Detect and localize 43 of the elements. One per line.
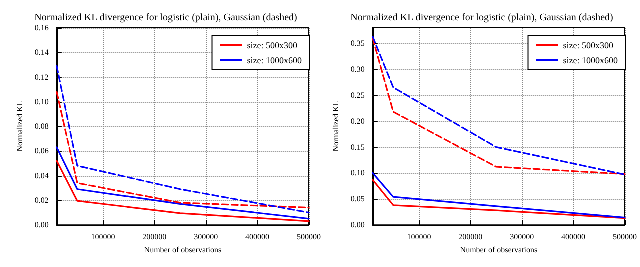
y-axis-title: Normalized KL: [332, 101, 340, 152]
legend-label: size: 500x300: [247, 40, 298, 50]
y-tick-label: 0.08: [34, 122, 49, 132]
x-tick-label: 300000: [510, 232, 534, 242]
y-tick-label: 0.00: [350, 220, 365, 230]
x-tick-label: 500000: [613, 232, 637, 242]
x-tick-label: 100000: [407, 232, 432, 242]
line-series: [372, 179, 626, 220]
line-series: [372, 172, 626, 219]
y-tick-label: 0.12: [34, 72, 49, 82]
x-axis-title: Number of observations: [460, 246, 538, 254]
x-tick-label: 400000: [562, 232, 586, 242]
y-tick-label: 0.06: [34, 146, 49, 156]
y-tick-label: 0.20: [350, 116, 365, 126]
x-axis-title: Number of observations: [144, 246, 222, 254]
chart-title: Normalized KL divergence for logistic (plain), Gaussian (dashed): [34, 12, 298, 24]
legend-label: size: 1000x600: [563, 56, 618, 66]
y-tick-label: 0.10: [350, 168, 365, 178]
x-tick-label: 200000: [142, 232, 167, 242]
y-axis-title: Normalized KL: [16, 101, 24, 152]
x-tick-label: 300000: [194, 232, 218, 242]
x-tick-label: 400000: [246, 232, 270, 242]
y-tick-label: 0.05: [350, 194, 365, 204]
y-tick-label: 0.02: [34, 196, 49, 205]
chart-title: Normalized KL divergence for logistic (plain), Gaussian (dashed): [350, 12, 614, 24]
line-series: [56, 65, 310, 214]
line-series: [56, 91, 310, 209]
y-tick-label: 0.30: [350, 64, 365, 74]
x-tick-label: 500000: [297, 232, 321, 242]
x-tick-label: 200000: [458, 232, 483, 242]
x-tick-label: 100000: [91, 232, 116, 242]
line-series: [56, 160, 310, 222]
y-tick-label: 0.15: [350, 142, 365, 152]
y-tick-label: 0.00: [34, 220, 49, 230]
legend-label: size: 500x300: [563, 40, 614, 50]
y-tick-label: 0.10: [34, 97, 49, 106]
line-series: [56, 146, 310, 220]
y-tick-label: 0.14: [34, 48, 49, 58]
y-tick-label: 0.04: [34, 171, 49, 180]
legend-label: size: 1000x600: [247, 56, 302, 66]
y-tick-label: 0.25: [350, 90, 365, 100]
y-tick-label: 0.16: [34, 24, 49, 32]
y-tick-label: 0.35: [350, 39, 365, 48]
